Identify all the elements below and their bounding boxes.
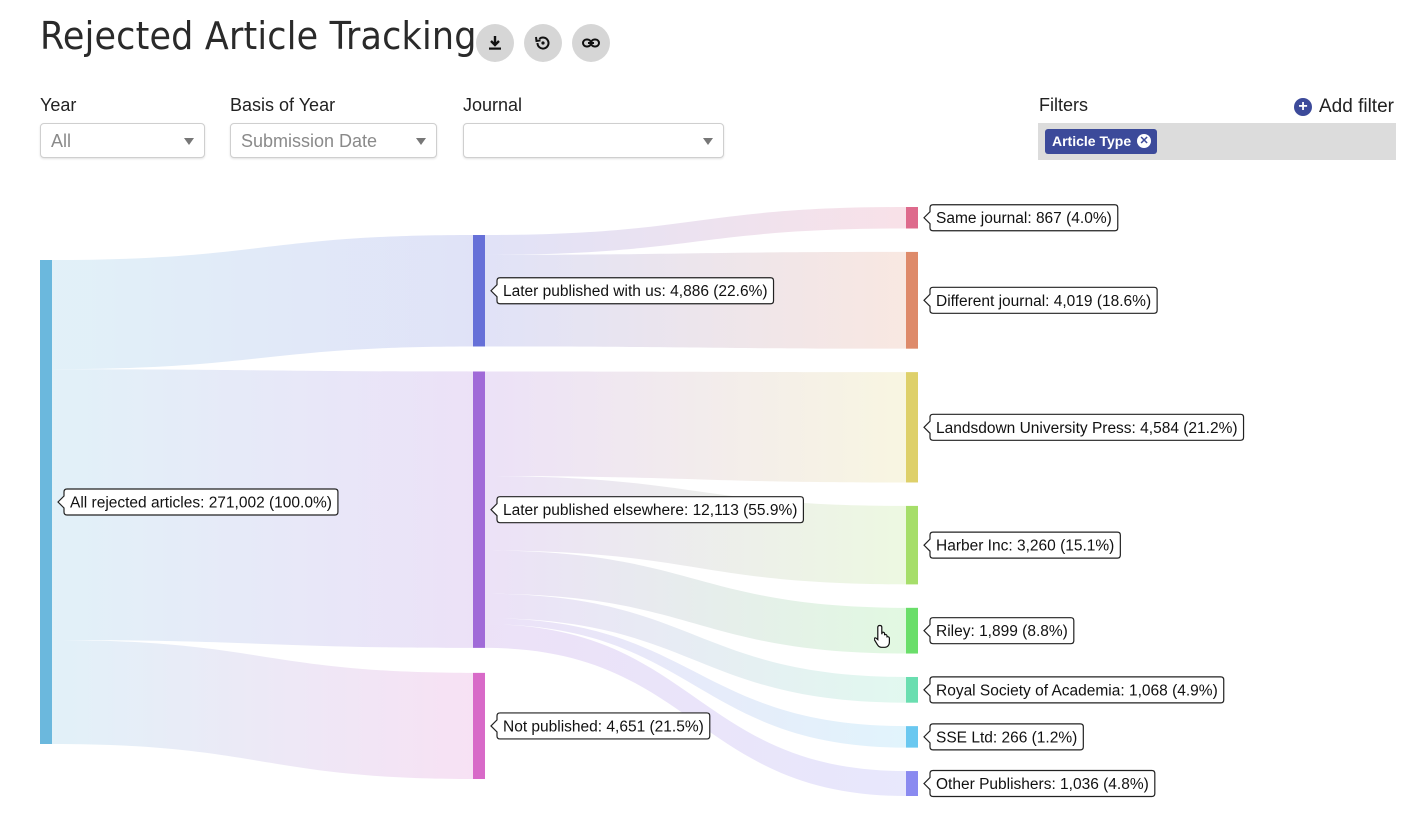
sankey-label-lup: Landsdown University Press: 4,584 (21.2%… [923,413,1245,441]
sankey-node-lup[interactable] [906,372,918,483]
sankey-node-sse[interactable] [906,726,918,748]
svg-text:Not published: 4,651 (21.5%): Not published: 4,651 (21.5%) [503,718,704,735]
year-select-value: All [51,131,72,151]
chevron-down-icon [703,138,713,145]
sankey-label-diff: Different journal: 4,019 (18.6%) [923,286,1158,314]
filter-chip-label: Article Type [1052,133,1132,149]
add-filter-label: Add filter [1319,96,1394,117]
journal-select[interactable] [463,123,724,158]
sankey-node-us[interactable] [473,235,485,347]
sankey-label-harber: Harber Inc: 3,260 (15.1%) [923,531,1121,559]
sankey-label-other: Other Publishers: 1,036 (4.8%) [923,769,1156,798]
link-all-to-not[interactable] [52,640,473,779]
sankey-node-else[interactable] [473,371,485,648]
svg-text:Later published elsewhere: 12,: Later published elsewhere: 12,113 (55.9%… [503,502,797,519]
svg-text:Royal Society of Academia: 1,0: Royal Society of Academia: 1,068 (4.9%) [936,682,1218,699]
add-filter-button[interactable]: + Add filter [1294,96,1394,118]
hand-cursor-icon [874,624,890,648]
chevron-down-icon [416,138,426,145]
year-select[interactable]: All [40,123,205,158]
sankey-node-diff[interactable] [906,251,918,349]
link-button[interactable] [572,24,610,62]
download-button[interactable] [476,24,514,62]
history-icon [535,36,550,50]
sankey-node-harber[interactable] [906,505,918,585]
chevron-down-icon [184,138,194,145]
reset-button[interactable] [524,24,562,62]
sankey-label-else: Later published elsewhere: 12,113 (55.9%… [490,496,805,524]
sankey-label-riley: Riley: 1,899 (8.8%) [923,617,1075,645]
link-icon [582,38,600,48]
journal-label: Journal [463,95,523,115]
sankey-label-us: Later published with us: 4,886 (22.6%) [490,277,775,305]
filter-bar: Article Type ✕ [1038,123,1396,160]
year-label: Year [40,95,77,115]
filters-label: Filters [1039,95,1088,115]
sankey-node-other[interactable] [906,771,918,796]
link-else-to-sse[interactable] [485,618,906,748]
plus-circle-icon: + [1294,98,1312,116]
sankey-node-all[interactable] [40,260,52,744]
remove-chip-icon[interactable]: ✕ [1137,134,1152,148]
sankey-node-not[interactable] [473,672,485,779]
link-else-to-other[interactable] [485,624,906,796]
svg-text:All rejected articles: 271,002: All rejected articles: 271,002 (100.0%) [70,495,332,512]
sankey-label-not: Not published: 4,651 (21.5%) [490,712,711,740]
svg-text:Different journal: 4,019 (18.6: Different journal: 4,019 (18.6%) [936,293,1151,310]
svg-text:SSE Ltd: 266 (1.2%): SSE Ltd: 266 (1.2%) [936,729,1077,746]
download-icon [489,36,501,50]
link-else-to-lup[interactable] [485,371,906,483]
basis-label: Basis of Year [230,95,336,115]
svg-text:Other Publishers: 1,036 (4.8%): Other Publishers: 1,036 (4.8%) [936,776,1149,793]
svg-text:Riley: 1,899 (8.8%): Riley: 1,899 (8.8%) [936,623,1068,640]
sankey-label-same: Same journal: 867 (4.0%) [923,204,1119,232]
sankey-node-same[interactable] [906,207,918,229]
sankey-label-rsa: Royal Society of Academia: 1,068 (4.9%) [923,676,1225,704]
sankey-node-riley[interactable] [906,607,918,654]
page-title: Rejected Article Tracking [40,14,477,58]
svg-text:Landsdown University Press: 4,: Landsdown University Press: 4,584 (21.2%… [936,420,1238,437]
svg-text:Harber Inc: 3,260 (15.1%): Harber Inc: 3,260 (15.1%) [936,538,1114,555]
svg-text:Same journal: 867 (4.0%): Same journal: 867 (4.0%) [936,210,1112,227]
link-all-to-us[interactable] [52,235,473,370]
sankey-label-sse: SSE Ltd: 266 (1.2%) [923,723,1084,751]
sankey-node-rsa[interactable] [906,676,918,703]
sankey-label-all: All rejected articles: 271,002 (100.0%) [57,488,339,516]
link-else-to-rsa[interactable] [485,593,906,703]
svg-text:Later published with us: 4,886: Later published with us: 4,886 (22.6%) [503,283,768,300]
link-us-to-same[interactable] [485,207,906,255]
link-else-to-riley[interactable] [485,550,906,654]
filter-chip-article-type[interactable]: Article Type ✕ [1045,129,1158,154]
basis-select[interactable]: Submission Date [230,123,437,158]
basis-select-value: Submission Date [241,131,378,151]
